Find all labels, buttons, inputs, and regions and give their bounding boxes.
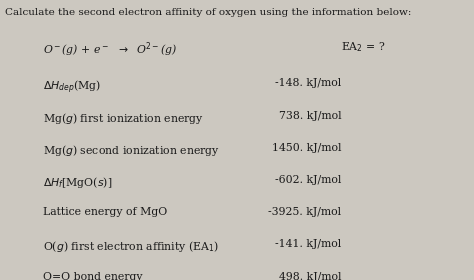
Text: -148. kJ/mol: -148. kJ/mol: [275, 78, 341, 88]
Text: -141. kJ/mol: -141. kJ/mol: [275, 239, 341, 249]
Text: EA$_2$ = ?: EA$_2$ = ?: [341, 41, 386, 54]
Text: O$^-$(g) + e$^-$  $\rightarrow$  O$^{2-}$(g): O$^-$(g) + e$^-$ $\rightarrow$ O$^{2-}$(…: [43, 41, 177, 59]
Text: Mg($g$) second ionization energy: Mg($g$) second ionization energy: [43, 143, 219, 158]
Text: $\Delta H_f$[MgO($s$)]: $\Delta H_f$[MgO($s$)]: [43, 175, 112, 190]
Text: O=O bond energy: O=O bond energy: [43, 272, 142, 280]
Text: O($g$) first electron affinity (EA$_1$): O($g$) first electron affinity (EA$_1$): [43, 239, 219, 255]
Text: 498. kJ/mol: 498. kJ/mol: [279, 272, 341, 280]
Text: -602. kJ/mol: -602. kJ/mol: [275, 175, 341, 185]
Text: Calculate the second electron affinity of oxygen using the information below:: Calculate the second electron affinity o…: [5, 8, 411, 17]
Text: Lattice energy of MgO: Lattice energy of MgO: [43, 207, 167, 217]
Text: Mg($g$) first ionization energy: Mg($g$) first ionization energy: [43, 111, 203, 126]
Text: 738. kJ/mol: 738. kJ/mol: [279, 111, 341, 121]
Text: $\Delta H_{dep}$(Mg): $\Delta H_{dep}$(Mg): [43, 78, 100, 96]
Text: -3925. kJ/mol: -3925. kJ/mol: [268, 207, 341, 217]
Text: 1450. kJ/mol: 1450. kJ/mol: [272, 143, 341, 153]
